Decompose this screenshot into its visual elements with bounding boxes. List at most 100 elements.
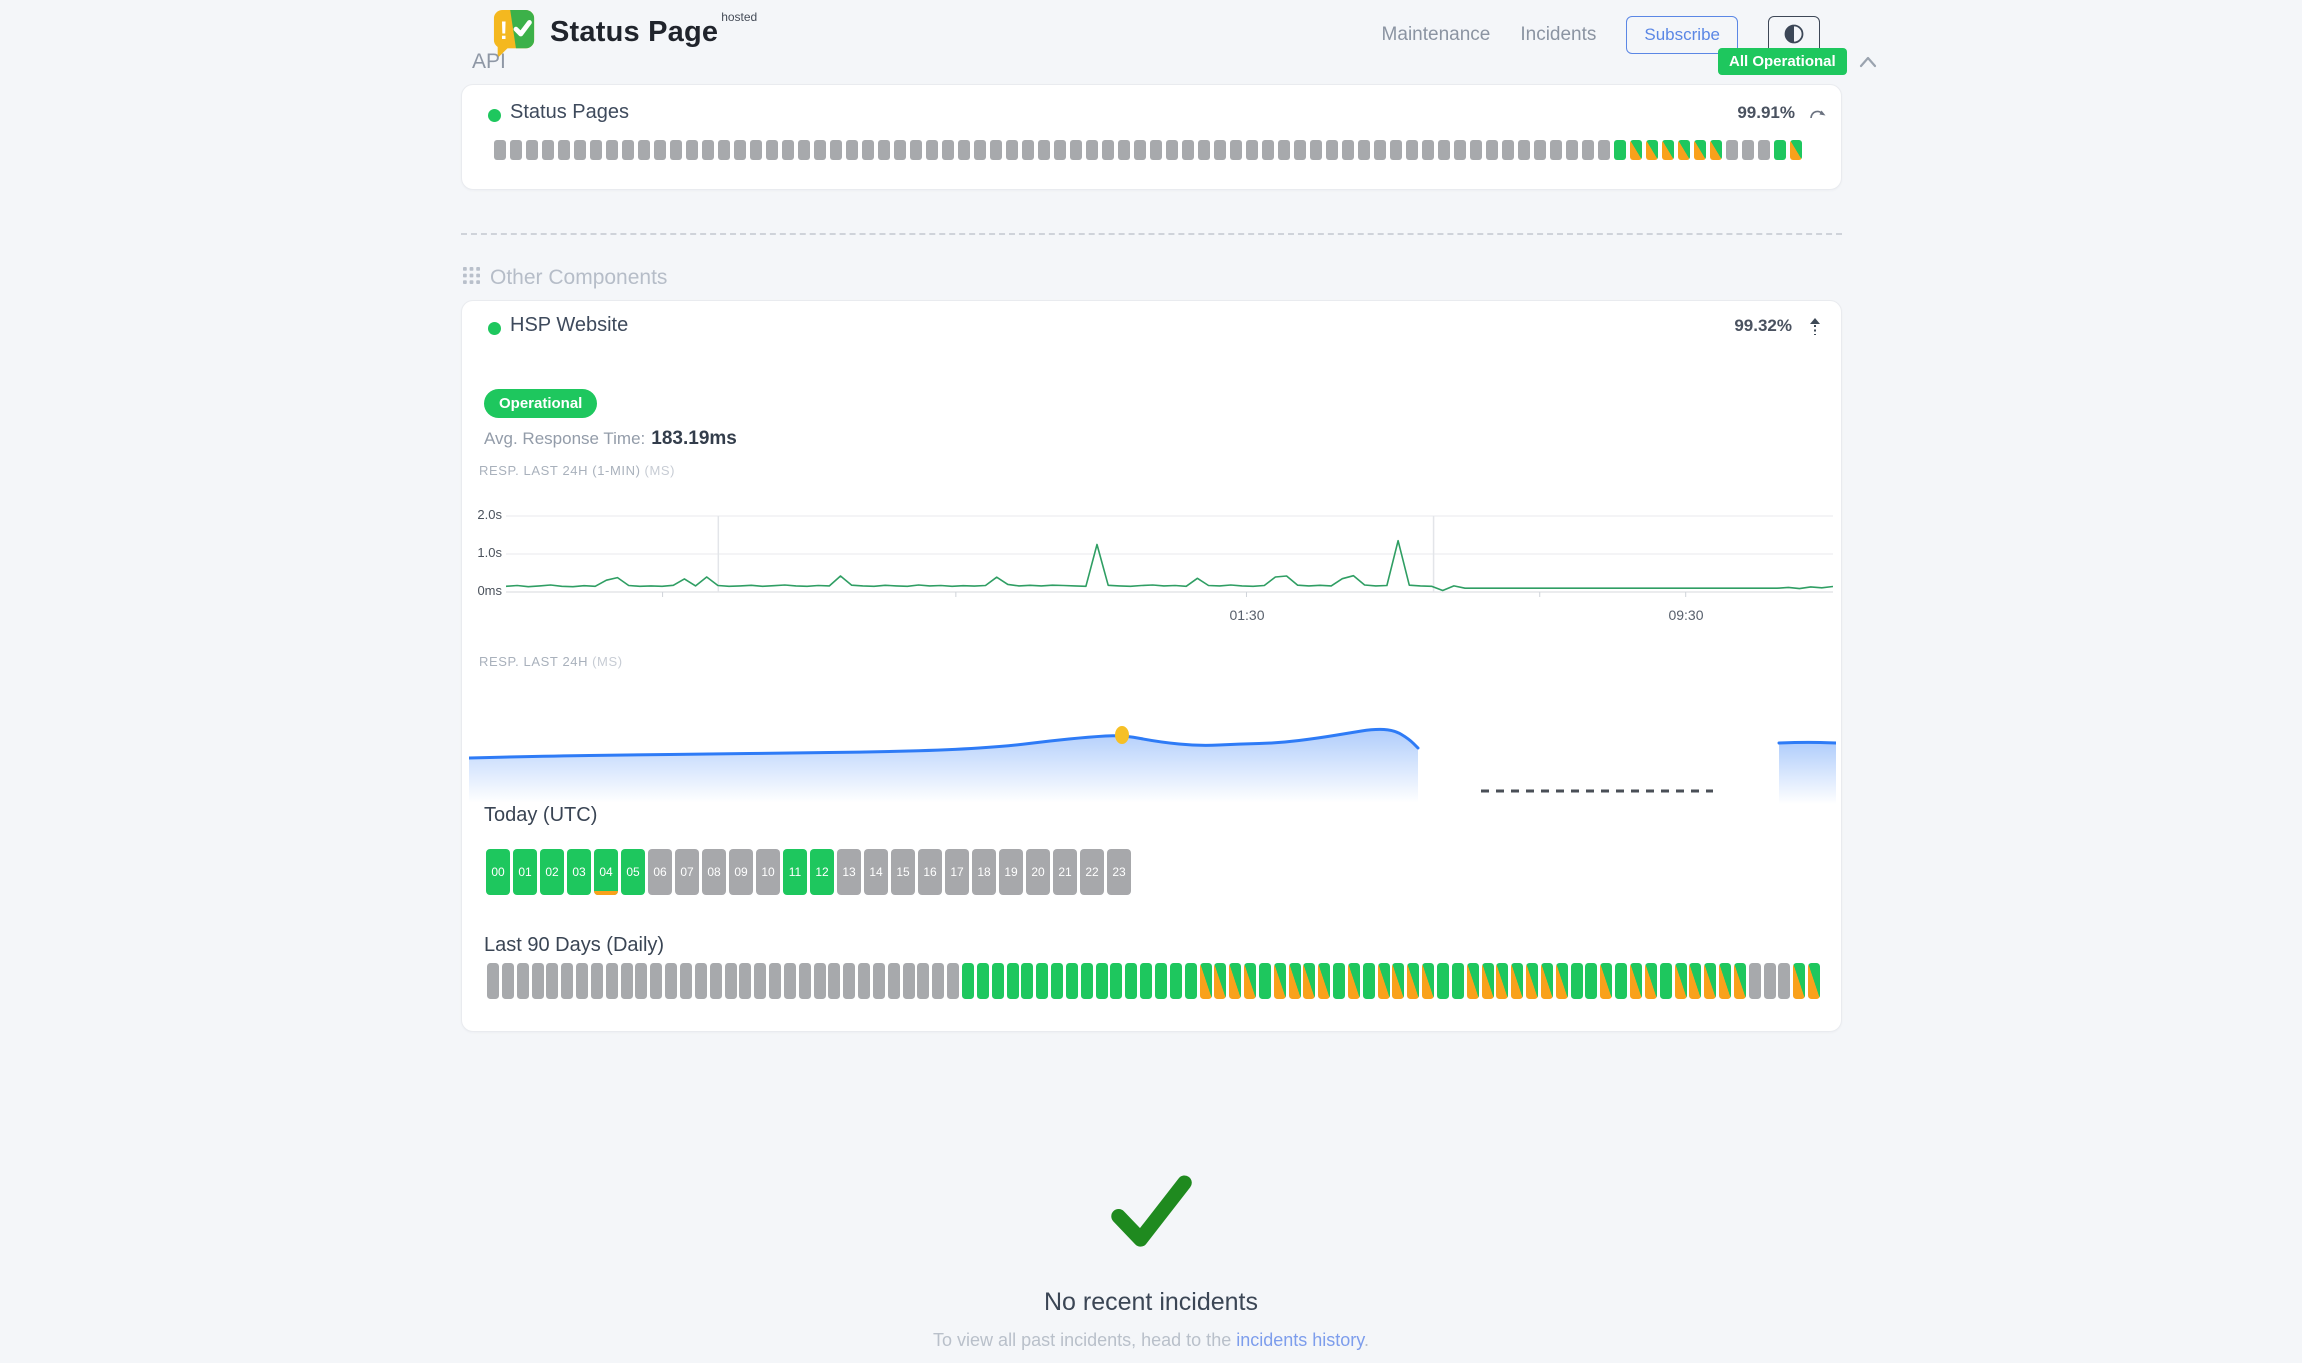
expand-up-icon[interactable]	[1805, 316, 1825, 336]
hour-block-07[interactable]: 07	[675, 849, 699, 895]
uptime-bar-operational[interactable]	[1036, 963, 1049, 999]
uptime-bar-nodata[interactable]	[958, 140, 970, 160]
chevron-up-icon[interactable]	[1857, 54, 1879, 70]
uptime-bar-degraded[interactable]	[1303, 963, 1316, 999]
uptime-bar-nodata[interactable]	[1326, 140, 1338, 160]
uptime-bar-degraded[interactable]	[1229, 963, 1242, 999]
uptime-bar-nodata[interactable]	[887, 963, 900, 999]
uptime-bar-operational[interactable]	[1258, 963, 1271, 999]
uptime-bar-degraded[interactable]	[1540, 963, 1553, 999]
uptime-bar-nodata[interactable]	[1006, 140, 1018, 160]
uptime-bar-nodata[interactable]	[1502, 140, 1514, 160]
uptime-bar-degraded[interactable]	[1644, 963, 1657, 999]
uptime-bar-nodata[interactable]	[769, 963, 782, 999]
uptime-bar-nodata[interactable]	[622, 140, 634, 160]
hour-block-03[interactable]: 03	[567, 849, 591, 895]
uptime-bar-nodata[interactable]	[917, 963, 930, 999]
uptime-bar-nodata[interactable]	[670, 140, 682, 160]
uptime-bar-degraded[interactable]	[1790, 140, 1802, 160]
uptime-bar-nodata[interactable]	[590, 963, 603, 999]
uptime-bar-operational[interactable]	[1184, 963, 1197, 999]
uptime-bar-nodata[interactable]	[558, 140, 570, 160]
uptime-bar-degraded[interactable]	[1199, 963, 1212, 999]
uptime-bar-operational[interactable]	[1437, 963, 1449, 999]
uptime-bar-degraded[interactable]	[1273, 963, 1286, 999]
uptime-bar-nodata[interactable]	[990, 140, 1002, 160]
uptime-bar-nodata[interactable]	[1166, 140, 1178, 160]
uptime-bar-nodata[interactable]	[798, 963, 811, 999]
uptime-bar-degraded[interactable]	[1689, 963, 1702, 999]
uptime-bar-nodata[interactable]	[1748, 963, 1761, 999]
uptime-bar-operational[interactable]	[1451, 963, 1464, 999]
uptime-bar-operational[interactable]	[1585, 963, 1598, 999]
uptime-bar-nodata[interactable]	[828, 963, 841, 999]
uptime-bar-nodata[interactable]	[576, 963, 589, 999]
uptime-bar-operational[interactable]	[1065, 963, 1078, 999]
uptime-bar-nodata[interactable]	[542, 140, 554, 160]
uptime-bar-degraded[interactable]	[1466, 963, 1479, 999]
uptime-bar-nodata[interactable]	[1518, 140, 1530, 160]
uptime-bar-nodata[interactable]	[1778, 963, 1791, 999]
uptime-bar-nodata[interactable]	[665, 963, 678, 999]
uptime-bar-degraded[interactable]	[1808, 963, 1821, 999]
hour-block-06[interactable]: 06	[648, 849, 672, 895]
uptime-bar-nodata[interactable]	[783, 963, 796, 999]
uptime-bar-nodata[interactable]	[686, 140, 698, 160]
uptime-bar-nodata[interactable]	[1070, 140, 1082, 160]
hour-block-23[interactable]: 23	[1107, 849, 1131, 895]
uptime-bar-degraded[interactable]	[1347, 963, 1360, 999]
uptime-bar-nodata[interactable]	[1406, 140, 1418, 160]
uptime-bar-nodata[interactable]	[1038, 140, 1050, 160]
uptime-bar-nodata[interactable]	[718, 140, 730, 160]
uptime-bar-nodata[interactable]	[606, 140, 618, 160]
hour-block-09[interactable]: 09	[729, 849, 753, 895]
uptime-bar-degraded[interactable]	[1733, 963, 1746, 999]
uptime-bar-nodata[interactable]	[1102, 140, 1114, 160]
uptime-bar-nodata[interactable]	[574, 140, 586, 160]
uptime-bar-nodata[interactable]	[974, 140, 986, 160]
hour-block-14[interactable]: 14	[864, 849, 888, 895]
uptime-bar-operational[interactable]	[1006, 963, 1019, 999]
uptime-bar-nodata[interactable]	[1198, 140, 1210, 160]
uptime-bar-nodata[interactable]	[1262, 140, 1274, 160]
uptime-bar-nodata[interactable]	[1726, 140, 1738, 160]
uptime-bar-nodata[interactable]	[858, 963, 871, 999]
uptime-bar-nodata[interactable]	[1470, 140, 1482, 160]
uptime-bar-nodata[interactable]	[739, 963, 752, 999]
uptime-bar-nodata[interactable]	[1150, 140, 1162, 160]
uptime-bar-degraded[interactable]	[1630, 140, 1642, 160]
uptime-bar-nodata[interactable]	[1758, 140, 1770, 160]
uptime-bar-nodata[interactable]	[814, 140, 826, 160]
uptime-bar-nodata[interactable]	[1390, 140, 1402, 160]
uptime-bar-nodata[interactable]	[702, 140, 714, 160]
uptime-bar-degraded[interactable]	[1662, 140, 1674, 160]
uptime-bar-operational[interactable]	[1095, 963, 1108, 999]
uptime-bar-nodata[interactable]	[1230, 140, 1242, 160]
uptime-bar-nodata[interactable]	[878, 140, 890, 160]
uptime-bar-degraded[interactable]	[1318, 963, 1331, 999]
uptime-bar-nodata[interactable]	[1374, 140, 1386, 160]
uptime-bar-nodata[interactable]	[526, 140, 538, 160]
hour-block-02[interactable]: 02	[540, 849, 564, 895]
hour-block-10[interactable]: 10	[756, 849, 780, 895]
response-time-area-chart[interactable]	[469, 691, 1836, 811]
uptime-bar-operational[interactable]	[1615, 963, 1628, 999]
uptime-bar-degraded[interactable]	[1496, 963, 1509, 999]
uptime-bar-nodata[interactable]	[942, 140, 954, 160]
hour-block-12[interactable]: 12	[810, 849, 834, 895]
uptime-bar-nodata[interactable]	[650, 963, 663, 999]
uptime-bar-nodata[interactable]	[679, 963, 692, 999]
uptime-bar-degraded[interactable]	[1678, 140, 1690, 160]
uptime-bar-nodata[interactable]	[846, 140, 858, 160]
uptime-bar-nodata[interactable]	[1422, 140, 1434, 160]
uptime-bar-nodata[interactable]	[605, 963, 618, 999]
brand-logo[interactable]: ! Status Page hosted	[490, 8, 757, 60]
nav-maintenance[interactable]: Maintenance	[1381, 24, 1491, 45]
uptime-bar-nodata[interactable]	[1054, 140, 1066, 160]
uptime-bar-nodata[interactable]	[734, 140, 746, 160]
uptime-bar-nodata[interactable]	[754, 963, 767, 999]
uptime-bar-nodata[interactable]	[546, 963, 559, 999]
uptime-bar-operational[interactable]	[1774, 140, 1786, 160]
uptime-bar-operational[interactable]	[1125, 963, 1138, 999]
uptime-bar-nodata[interactable]	[1454, 140, 1466, 160]
